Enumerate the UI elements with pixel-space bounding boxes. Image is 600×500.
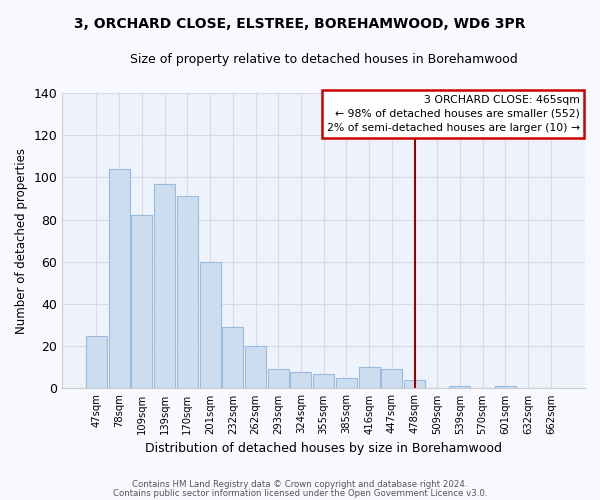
Text: Contains HM Land Registry data © Crown copyright and database right 2024.: Contains HM Land Registry data © Crown c… (132, 480, 468, 489)
Bar (177, 196, 198, 388)
Bar (449, 386, 470, 388)
Bar (495, 386, 516, 388)
Bar (290, 372, 311, 388)
Bar (86, 336, 107, 388)
Bar (382, 370, 402, 388)
Bar (154, 184, 175, 388)
Text: 3 ORCHARD CLOSE: 465sqm
← 98% of detached houses are smaller (552)
2% of semi-de: 3 ORCHARD CLOSE: 465sqm ← 98% of detache… (326, 94, 580, 134)
X-axis label: Distribution of detached houses by size in Borehamwood: Distribution of detached houses by size … (145, 442, 502, 455)
Text: Contains public sector information licensed under the Open Government Licence v3: Contains public sector information licen… (113, 488, 487, 498)
Text: 3, ORCHARD CLOSE, ELSTREE, BOREHAMWOOD, WD6 3PR: 3, ORCHARD CLOSE, ELSTREE, BOREHAMWOOD, … (74, 18, 526, 32)
Bar (109, 169, 130, 388)
Bar (336, 378, 357, 388)
Bar (268, 370, 289, 388)
Bar (131, 216, 152, 388)
Bar (359, 368, 380, 388)
Bar (245, 346, 266, 389)
Y-axis label: Number of detached properties: Number of detached properties (15, 148, 28, 334)
Bar (313, 374, 334, 388)
Bar (223, 327, 243, 388)
Bar (404, 380, 425, 388)
Title: Size of property relative to detached houses in Borehamwood: Size of property relative to detached ho… (130, 52, 518, 66)
Bar (200, 262, 221, 388)
